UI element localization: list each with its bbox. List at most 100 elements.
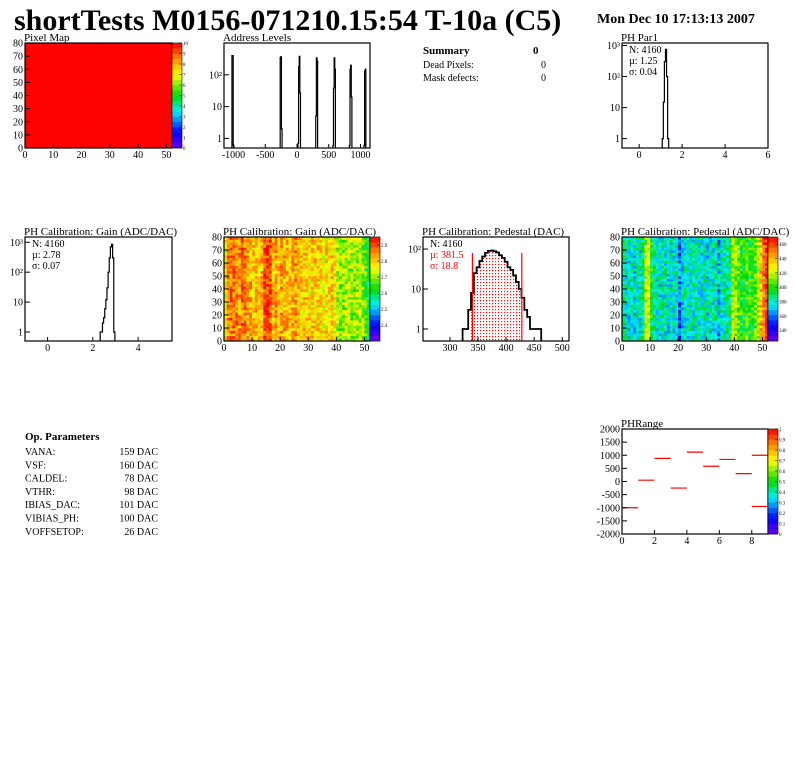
heatmap-cell [644,252,648,256]
heatmap-cell [319,263,323,266]
heatmap-cell [641,299,645,303]
heatmap-cell [33,124,37,128]
heatmap-cell [70,64,74,67]
heatmap-cell [280,286,284,290]
heatmap-cell [355,294,360,298]
heatmap-cell [160,48,164,52]
heatmap-cell [36,142,40,146]
heatmap-cell [58,95,63,99]
heatmap-cell [358,276,362,279]
heatmap-cell [252,263,256,266]
heatmap-cell [641,302,645,305]
op-param-value: 159 DAC [119,447,158,458]
heatmap-cell [316,328,320,331]
heatmap-cell [308,325,312,329]
heatmap-cell [121,132,125,136]
heatmap-cell [291,250,295,253]
heatmap-cell [64,137,68,141]
heatmap-cell [277,302,281,305]
heatmap-cell [224,304,228,308]
heatmap-cell [53,64,57,67]
heatmap-cell [282,270,287,274]
heatmap-cell [152,103,156,107]
heatmap-cell [644,338,648,342]
heatmap-cell [282,304,287,308]
heatmap-cell [322,242,326,246]
heatmap-cell [129,100,133,104]
heatmap-cell [44,66,48,70]
heatmap-cell [33,56,37,60]
heatmap-cell [135,61,139,65]
heatmap-cell [112,116,116,120]
heatmap-cell [305,289,309,292]
heatmap-cell [353,294,357,298]
heatmap-cell [308,315,312,318]
heatmap-cell [355,307,360,311]
heatmap-cell [81,106,85,109]
heatmap-cell [109,137,113,141]
heatmap-cell [252,335,256,339]
heatmap-cell [636,317,640,321]
heatmap-cell [282,294,287,298]
heatmap-cell [650,263,654,266]
heatmap-cell [143,132,147,136]
heatmap-cell [285,257,289,261]
heatmap-cell [135,79,139,83]
heatmap-cell [336,312,340,316]
heatmap-cell [73,66,77,70]
heatmap-cell [647,291,651,295]
heatmap-cell [294,330,298,334]
heatmap-cell [95,140,99,144]
heatmap-cell [44,108,48,112]
heatmap-cell [325,294,329,298]
heatmap-cell [50,61,54,65]
heatmap-cell [47,116,51,120]
heatmap-cell [257,263,261,266]
heatmap-cell [95,56,99,60]
heatmap-cell [33,90,37,94]
heatmap-cell [339,242,343,246]
heatmap-cell [280,322,284,326]
heatmap-cell [367,338,371,342]
heatmap-cell [36,113,40,117]
heatmap-cell [126,74,130,78]
heatmap-cell [361,322,365,326]
heatmap-cell [238,268,242,272]
heatmap-cell [240,278,244,282]
heatmap-cell [330,270,334,274]
heatmap-cell [126,66,130,70]
heatmap-cell [305,242,309,246]
heatmap-cell [138,85,142,88]
heatmap-cell [638,244,642,248]
heatmap-cell [311,338,315,342]
heatmap-cell [353,289,357,292]
heatmap-cell [50,98,54,102]
heatmap-cell [64,108,68,112]
heatmap-cell [138,127,142,130]
y-tick-label: 50 [212,272,222,283]
heatmap-cell [313,320,317,324]
heatmap-cell [92,127,96,130]
heatmap-cell [633,315,637,318]
heatmap-cell [101,92,105,96]
heatmap-cell [44,113,48,117]
heatmap-cell [254,263,258,266]
heatmap-cell [58,50,63,54]
heatmap-cell [240,286,244,290]
heatmap-cell [92,92,96,96]
heatmap-cell [311,244,315,248]
op-param-label: VSF: [25,460,46,471]
heatmap-cell [316,317,320,321]
heatmap-cell [271,237,275,240]
heatmap-cell [350,247,354,251]
heatmap-cell [73,85,77,88]
heatmap-cell [367,307,371,311]
heatmap-cell [104,87,108,91]
heatmap-cell [146,108,150,112]
heatmap-cell [641,247,645,251]
heatmap-cell [644,250,648,253]
heatmap-cell [226,330,230,334]
heatmap-cell [367,289,371,292]
heatmap-cell [39,137,43,141]
heatmap-cell [291,328,295,331]
